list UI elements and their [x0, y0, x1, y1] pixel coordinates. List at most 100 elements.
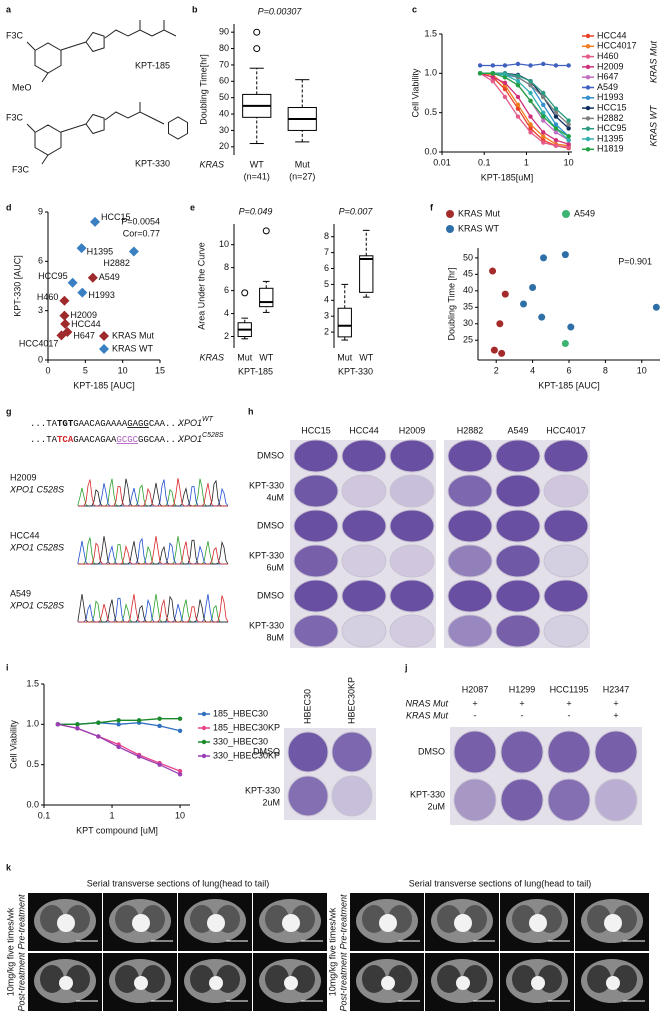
row-label: DMSO [257, 590, 284, 600]
well [389, 544, 435, 578]
well [453, 778, 497, 822]
group-label: KRAS [199, 352, 224, 362]
outlier [253, 28, 261, 36]
allele-label: XPO1WT [177, 416, 214, 429]
y-tick-label: 0.0 [424, 146, 437, 156]
mri-heart [134, 976, 148, 990]
row-label: Post-treatment [338, 952, 348, 1012]
legend-label: H460 [597, 51, 619, 61]
data-point [528, 122, 533, 127]
data-point [136, 754, 142, 759]
legend-label: KRAS Mut [458, 208, 501, 218]
series-line [479, 72, 569, 145]
annotation: Cor=0.77 [123, 228, 160, 238]
data-point [541, 94, 546, 100]
chromatogram-trace [78, 479, 229, 507]
x-tick-label: Mut [295, 159, 311, 169]
x-tick-label: 1 [524, 157, 529, 167]
compound-name: KPT-330 [135, 158, 170, 168]
well [341, 614, 387, 648]
well [547, 778, 591, 822]
data-point [566, 126, 571, 131]
sequence-segment: TGT [57, 419, 74, 429]
well [495, 474, 541, 508]
legend-marker [201, 739, 207, 745]
legend-marker [446, 225, 454, 233]
series-line [479, 72, 569, 148]
legend-marker [585, 116, 591, 121]
benzene-ring [34, 124, 62, 156]
mri-heart [381, 976, 395, 990]
well [293, 544, 339, 578]
mri-heart [529, 914, 547, 932]
y-tick-label: 10 [219, 239, 229, 249]
bond [151, 117, 165, 125]
data-point [502, 86, 508, 92]
data-point [502, 63, 508, 68]
x-axis-label: KPT-185[uM] [481, 172, 534, 182]
annotation: P=0.901 [618, 256, 652, 266]
group-label: KRAS Mut [648, 40, 658, 83]
data-point [515, 114, 521, 119]
substituent: F3C [6, 30, 24, 40]
scale-label: 10mm [299, 1000, 324, 1010]
sequence-segment: TCA [57, 435, 74, 445]
sequence: ...TATGTGAACAGAAAAGAGGCAA... [30, 419, 181, 429]
mutation: XPO1 C528S [9, 542, 64, 552]
allele-label: XPO1C528S [177, 432, 224, 445]
mri-heart [456, 976, 470, 990]
column-label: HCC44 [349, 425, 379, 435]
well [447, 474, 493, 508]
data-point [528, 98, 533, 104]
sequence: ...TATCAGAACAGAAGCGCGGCAA... [30, 435, 181, 445]
data-point [62, 327, 73, 338]
scale-label: 10mm [74, 940, 99, 950]
data-point [553, 122, 559, 127]
data-point [538, 313, 546, 321]
data-point [75, 726, 80, 731]
data-point [566, 63, 571, 68]
data-point [553, 110, 559, 115]
legend-marker [585, 33, 591, 39]
chromatogram-trace [78, 535, 228, 565]
panel-label: d [6, 202, 12, 212]
bond [26, 123, 36, 133]
x-tick-label: WT [250, 159, 264, 169]
mri-heart [59, 976, 73, 990]
annotation: P=0.0054 [121, 216, 160, 226]
point-label: H1993 [88, 290, 115, 300]
legend-label: 330_HBEC30 [213, 736, 268, 746]
section-title: Serial transverse sections of lung(head … [87, 878, 270, 888]
x-tick-label: 4 [530, 365, 535, 375]
series-line [57, 723, 181, 775]
sequence-segment: CAA... [149, 419, 181, 429]
data-point [490, 79, 496, 84]
mri-lung [115, 965, 139, 993]
cell-line: A549 [10, 588, 31, 598]
outlier [241, 289, 249, 297]
row-label: DMSO [253, 746, 280, 756]
y-tick-label: 7 [324, 247, 329, 257]
data-point [553, 130, 559, 135]
legend-label: H647 [597, 72, 619, 82]
panel-label: k [6, 862, 12, 872]
data-point [528, 79, 533, 84]
genotype-label: NRAS Mut [405, 698, 448, 708]
well [389, 474, 435, 508]
y-tick-label: 3 [324, 311, 329, 321]
row-label: 2uM [262, 797, 280, 807]
sequence-segment: GAACAGAAAA [73, 419, 128, 429]
point-label: H2882 [103, 258, 130, 268]
genotype-status: + [519, 698, 524, 708]
y-tick-label: 1.0 [26, 719, 39, 729]
x-tick-label: 10 [564, 157, 574, 167]
scale-label: 10mm [546, 1000, 571, 1010]
well [495, 579, 541, 613]
data-point [477, 63, 483, 68]
x-tick-label: WT [359, 352, 373, 362]
data-point [528, 126, 533, 131]
y-tick-label: 50 [219, 92, 229, 102]
data-point [116, 722, 121, 727]
x-axis-label: KPT-185 [AUC] [73, 380, 135, 390]
mri-heart [604, 914, 622, 932]
